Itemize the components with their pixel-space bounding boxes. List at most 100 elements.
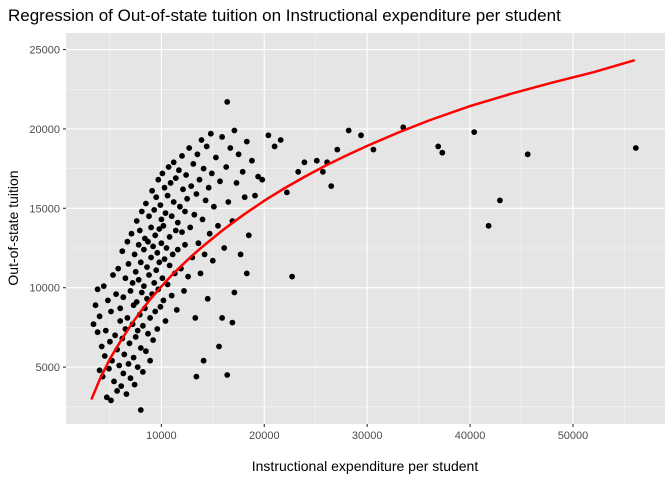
data-point	[170, 159, 177, 166]
data-point	[208, 170, 215, 177]
data-point	[207, 130, 214, 137]
data-point	[127, 288, 134, 294]
data-point	[146, 213, 152, 220]
y-tick-label: 15000	[29, 203, 60, 215]
data-point	[195, 240, 202, 247]
data-point	[90, 321, 97, 328]
data-point	[149, 187, 156, 194]
data-point	[121, 351, 128, 358]
data-point	[161, 256, 168, 262]
data-point	[152, 232, 159, 239]
data-point	[102, 327, 109, 334]
data-point	[150, 337, 157, 343]
data-point	[227, 145, 234, 151]
data-point	[200, 357, 207, 364]
data-point	[186, 145, 193, 151]
data-point	[188, 183, 195, 190]
data-point	[147, 315, 154, 321]
data-point	[112, 332, 118, 339]
data-point	[497, 197, 503, 204]
y-tick-label: 20000	[29, 124, 60, 136]
data-point	[271, 143, 278, 150]
data-point	[168, 213, 175, 220]
data-point	[205, 184, 212, 191]
data-point	[185, 273, 192, 280]
data-point	[98, 343, 105, 350]
data-point	[131, 381, 138, 388]
data-point	[108, 308, 114, 315]
data-point	[211, 203, 217, 210]
data-point	[265, 132, 272, 139]
data-point	[179, 153, 185, 159]
data-point	[131, 251, 138, 258]
data-point	[524, 151, 531, 158]
data-point	[132, 268, 139, 275]
data-point	[100, 283, 107, 289]
data-point	[117, 318, 124, 324]
data-point	[144, 264, 150, 270]
data-point	[239, 168, 246, 175]
data-point	[160, 297, 167, 304]
x-tick-label: 30000	[352, 430, 383, 442]
data-point	[224, 372, 231, 378]
data-point	[345, 127, 352, 134]
data-point	[92, 302, 99, 309]
data-point	[192, 315, 199, 321]
data-point	[122, 275, 129, 282]
data-point	[209, 257, 216, 264]
data-point	[138, 208, 145, 215]
data-point	[145, 238, 151, 245]
data-point	[162, 318, 169, 324]
data-point	[313, 157, 320, 164]
data-point	[173, 307, 180, 313]
data-point	[148, 224, 155, 231]
data-point	[114, 388, 120, 394]
data-point	[277, 137, 284, 143]
major-gridlines	[66, 33, 665, 424]
data-points	[90, 99, 639, 413]
x-tick-label: 40000	[455, 430, 486, 442]
data-point	[174, 219, 181, 226]
data-point	[133, 218, 140, 224]
data-point	[289, 273, 295, 280]
data-point	[199, 216, 206, 223]
data-point	[180, 186, 186, 193]
y-tick-label: 5000	[36, 362, 60, 374]
data-point	[249, 157, 255, 164]
data-point	[370, 146, 377, 153]
data-point	[135, 241, 142, 248]
data-point	[217, 178, 223, 185]
y-tick-label: 25000	[29, 45, 60, 57]
data-point	[255, 173, 261, 180]
data-point	[110, 272, 116, 278]
data-point	[125, 261, 132, 267]
data-point	[143, 200, 149, 207]
data-point	[485, 222, 492, 229]
data-point	[140, 322, 146, 329]
data-point	[136, 227, 143, 234]
data-point	[320, 168, 326, 175]
data-point	[169, 251, 176, 258]
data-point	[154, 249, 161, 256]
data-point	[165, 164, 172, 170]
x-axis: 10000 20000 30000 40000 50000	[146, 424, 588, 442]
data-point	[151, 207, 158, 213]
data-point	[145, 330, 151, 337]
data-point	[160, 222, 167, 229]
data-point	[162, 210, 169, 217]
data-point	[118, 383, 125, 389]
data-point	[133, 299, 140, 305]
data-point	[167, 180, 174, 186]
data-point	[295, 168, 302, 175]
data-point	[137, 345, 144, 351]
plot-panel	[66, 33, 665, 424]
data-point	[120, 294, 127, 301]
data-point	[259, 176, 266, 183]
data-point	[233, 180, 240, 186]
data-point	[229, 319, 236, 326]
data-point	[196, 176, 203, 183]
data-point	[108, 397, 114, 404]
data-point	[213, 154, 219, 161]
data-point	[197, 270, 204, 277]
data-point	[358, 132, 364, 139]
